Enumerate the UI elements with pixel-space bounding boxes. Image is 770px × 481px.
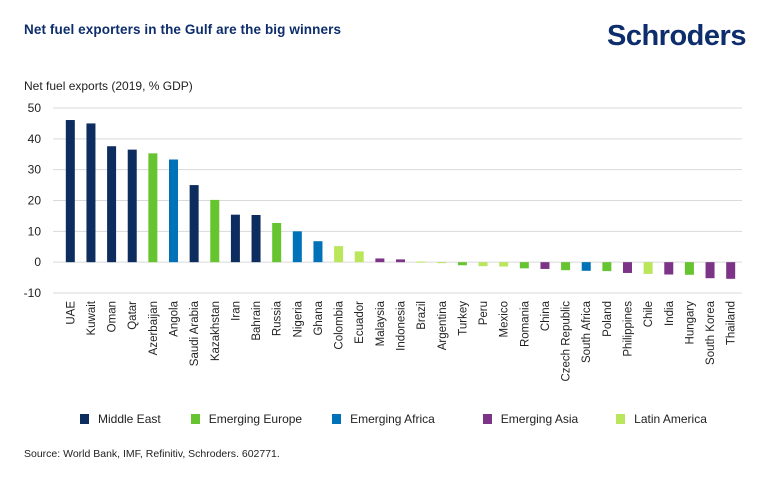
bar-mexico xyxy=(499,262,509,267)
bar-poland xyxy=(602,262,612,272)
bar-hungary xyxy=(684,262,694,275)
x-tick-label: Malaysia xyxy=(375,300,387,346)
x-tick-label: South Africa xyxy=(581,300,593,363)
y-tick-label: 30 xyxy=(28,163,42,177)
x-tick-label: Poland xyxy=(602,301,614,337)
x-tick-label: Azerbaijan xyxy=(148,301,160,355)
legend-item-emerging-asia: Emerging Asia xyxy=(482,412,579,426)
bar-uae xyxy=(65,120,75,263)
y-tick-label: 50 xyxy=(28,101,42,115)
legend-swatch xyxy=(80,414,89,424)
x-tick-label: Brazil xyxy=(416,301,428,330)
bar-ghana xyxy=(313,241,323,263)
legend-label: Middle East xyxy=(98,412,161,426)
legend-item-middle-east: Middle East xyxy=(80,412,161,426)
x-tick-label: Indonesia xyxy=(396,300,408,350)
x-tick-label: Hungary xyxy=(684,301,696,345)
bar-argentina xyxy=(437,262,447,264)
x-tick-label: Saudi Arabia xyxy=(189,300,201,366)
x-tick-label: Qatar xyxy=(127,301,139,330)
legend-swatch xyxy=(482,414,492,424)
bar-iran xyxy=(230,214,240,263)
legend-swatch xyxy=(616,414,626,424)
bar-russia xyxy=(272,223,282,263)
bar-brazil xyxy=(416,261,426,263)
legend-label: Latin America xyxy=(634,412,707,426)
source-note: Source: World Bank, IMF, Refinitiv, Schr… xyxy=(24,448,280,460)
bar-bahrain xyxy=(251,214,261,263)
x-tick-label: Iran xyxy=(230,301,242,321)
x-tick-label: Nigeria xyxy=(292,300,304,337)
x-tick-label: UAE xyxy=(65,301,77,325)
bar-south-korea xyxy=(705,262,715,279)
x-tick-label: Kazakhstan xyxy=(210,301,222,361)
x-tick-label: China xyxy=(540,300,552,331)
y-tick-label: 0 xyxy=(34,255,41,269)
x-tick-label: Romania xyxy=(519,300,531,347)
y-tick-label: 20 xyxy=(28,194,42,208)
bar-south-africa xyxy=(581,262,591,271)
x-tick-label: Philippines xyxy=(623,301,635,357)
y-axis-label: Net fuel exports (2019, % GDP) xyxy=(24,79,193,93)
bar-thailand xyxy=(726,262,736,279)
x-tick-label: Russia xyxy=(272,300,284,336)
bar-china xyxy=(540,262,550,269)
bar-romania xyxy=(519,262,529,269)
x-tick-label: Ecuador xyxy=(354,301,366,344)
x-tick-label: Thailand xyxy=(726,301,738,345)
bar-colombia xyxy=(334,246,344,263)
bar-kazakhstan xyxy=(210,199,220,263)
y-tick-labels: 50 40 30 20 10 0 -10 xyxy=(24,101,42,300)
legend-swatch xyxy=(332,414,342,424)
x-tick-label: Turkey xyxy=(457,301,469,336)
legend-item-emerging-africa: Emerging Africa xyxy=(332,412,435,426)
x-tick-label: Argentina xyxy=(437,300,449,350)
bar-india xyxy=(664,262,674,275)
x-tick-label: Chile xyxy=(643,301,655,327)
x-tick-label: Mexico xyxy=(499,301,511,337)
y-tick-label: 40 xyxy=(28,132,42,146)
x-tick-labels: UAE Kuwait Oman Qatar Azerbaijan Angola Saudi … xyxy=(65,300,737,381)
chart-title: Net fuel exporters in the Gulf are the b… xyxy=(24,22,342,37)
schroders-logo: Schroders xyxy=(607,20,746,52)
x-tick-label: Colombia xyxy=(334,300,346,349)
x-tick-label: South Korea xyxy=(705,300,717,365)
bar-angola xyxy=(169,159,178,263)
x-tick-label: Czech Republic xyxy=(561,301,573,382)
x-tick-label: Ghana xyxy=(313,300,325,335)
legend-label: Emerging Asia xyxy=(500,412,579,426)
bar-peru xyxy=(478,262,488,267)
bar-qatar xyxy=(127,149,137,263)
bar-kuwait xyxy=(86,123,96,263)
y-tick-label: -10 xyxy=(24,286,42,300)
x-tick-label: Oman xyxy=(107,301,119,332)
bar-malaysia xyxy=(375,258,385,263)
bar-czech-republic xyxy=(561,262,571,271)
x-tick-label: Bahrain xyxy=(251,301,263,341)
bar-azerbaijan xyxy=(148,153,158,263)
x-tick-label: Peru xyxy=(478,301,490,325)
x-tick-label: Angola xyxy=(169,300,181,336)
bar-indonesia xyxy=(396,259,405,263)
bar-chart: 50 40 30 20 10 0 -10 UAE Kuwait Oman Qatar Azerbai… xyxy=(24,101,742,382)
bar-ecuador xyxy=(354,251,364,263)
bars xyxy=(65,120,736,279)
legend-item-latin-america: Latin America xyxy=(616,412,707,426)
legend-item-emerging-europe: Emerging Europe xyxy=(190,412,303,426)
bar-chile xyxy=(643,262,653,274)
bar-saudi-arabia xyxy=(189,185,199,263)
legend-swatch xyxy=(190,414,200,424)
bar-oman xyxy=(107,146,117,263)
bar-philippines xyxy=(623,262,632,273)
legend-label: Emerging Africa xyxy=(350,412,435,426)
bar-nigeria xyxy=(292,231,302,263)
y-tick-label: 10 xyxy=(28,224,42,238)
x-tick-label: Kuwait xyxy=(86,300,98,335)
legend-label: Emerging Europe xyxy=(208,412,303,426)
x-tick-label: India xyxy=(664,300,676,326)
bar-turkey xyxy=(457,262,467,266)
legend: Middle East Emerging Europe Emerging Afric… xyxy=(80,412,707,426)
